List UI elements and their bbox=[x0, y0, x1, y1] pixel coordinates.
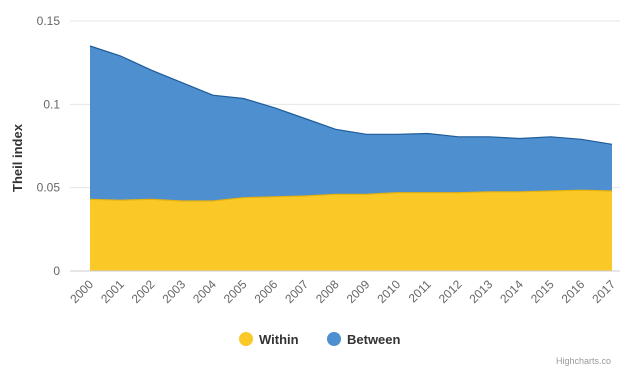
credits-text: Highcharts.co bbox=[556, 356, 611, 366]
series-lines bbox=[89, 45, 613, 202]
x-tick-label: 2009 bbox=[344, 277, 373, 306]
y-tick-label: 0.1 bbox=[43, 97, 60, 111]
x-tick-label: 2007 bbox=[282, 277, 311, 306]
legend-marker bbox=[327, 332, 341, 346]
x-tick-label: 2017 bbox=[589, 277, 618, 306]
y-axis-title: Theil index bbox=[10, 123, 25, 192]
legend: Within Between bbox=[239, 332, 401, 347]
legend-item-between[interactable]: Between bbox=[327, 332, 401, 347]
x-tick-label: 2006 bbox=[252, 277, 281, 306]
x-tick-label: 2013 bbox=[467, 277, 496, 306]
line-within bbox=[89, 189, 613, 202]
x-tick-label: 2012 bbox=[436, 277, 465, 306]
x-tick-label: 2014 bbox=[497, 277, 526, 306]
legend-item-within[interactable]: Within bbox=[239, 332, 299, 347]
x-tick-label: 2000 bbox=[67, 277, 96, 306]
legend-label: Between bbox=[347, 332, 401, 347]
x-tick-label: 2016 bbox=[559, 277, 588, 306]
x-tick-label: 2015 bbox=[528, 277, 557, 306]
area-series bbox=[90, 46, 612, 271]
legend-label: Within bbox=[259, 332, 299, 347]
area-between[interactable] bbox=[90, 46, 612, 201]
x-tick-label: 2008 bbox=[313, 277, 342, 306]
x-tick-label: 2003 bbox=[159, 277, 188, 306]
x-tick-label: 2002 bbox=[129, 277, 158, 306]
line-between bbox=[89, 45, 613, 145]
x-tick-label: 2001 bbox=[98, 277, 127, 306]
x-tick-label: 2010 bbox=[374, 277, 403, 306]
x-tick-label: 2004 bbox=[190, 277, 219, 306]
x-tick-label: 2011 bbox=[406, 277, 434, 305]
x-tick-label: 2005 bbox=[221, 277, 250, 306]
y-tick-label: 0.05 bbox=[37, 181, 61, 195]
y-axis: 0 0.05 0.1 0.15 bbox=[37, 14, 61, 278]
area-within[interactable] bbox=[90, 190, 612, 271]
y-tick-label: 0 bbox=[53, 264, 60, 278]
y-tick-label: 0.15 bbox=[37, 14, 61, 28]
legend-marker bbox=[239, 332, 253, 346]
x-axis: 2000 2001 2002 2003 2004 2005 2006 2007 2008 2009… bbox=[67, 270, 620, 306]
